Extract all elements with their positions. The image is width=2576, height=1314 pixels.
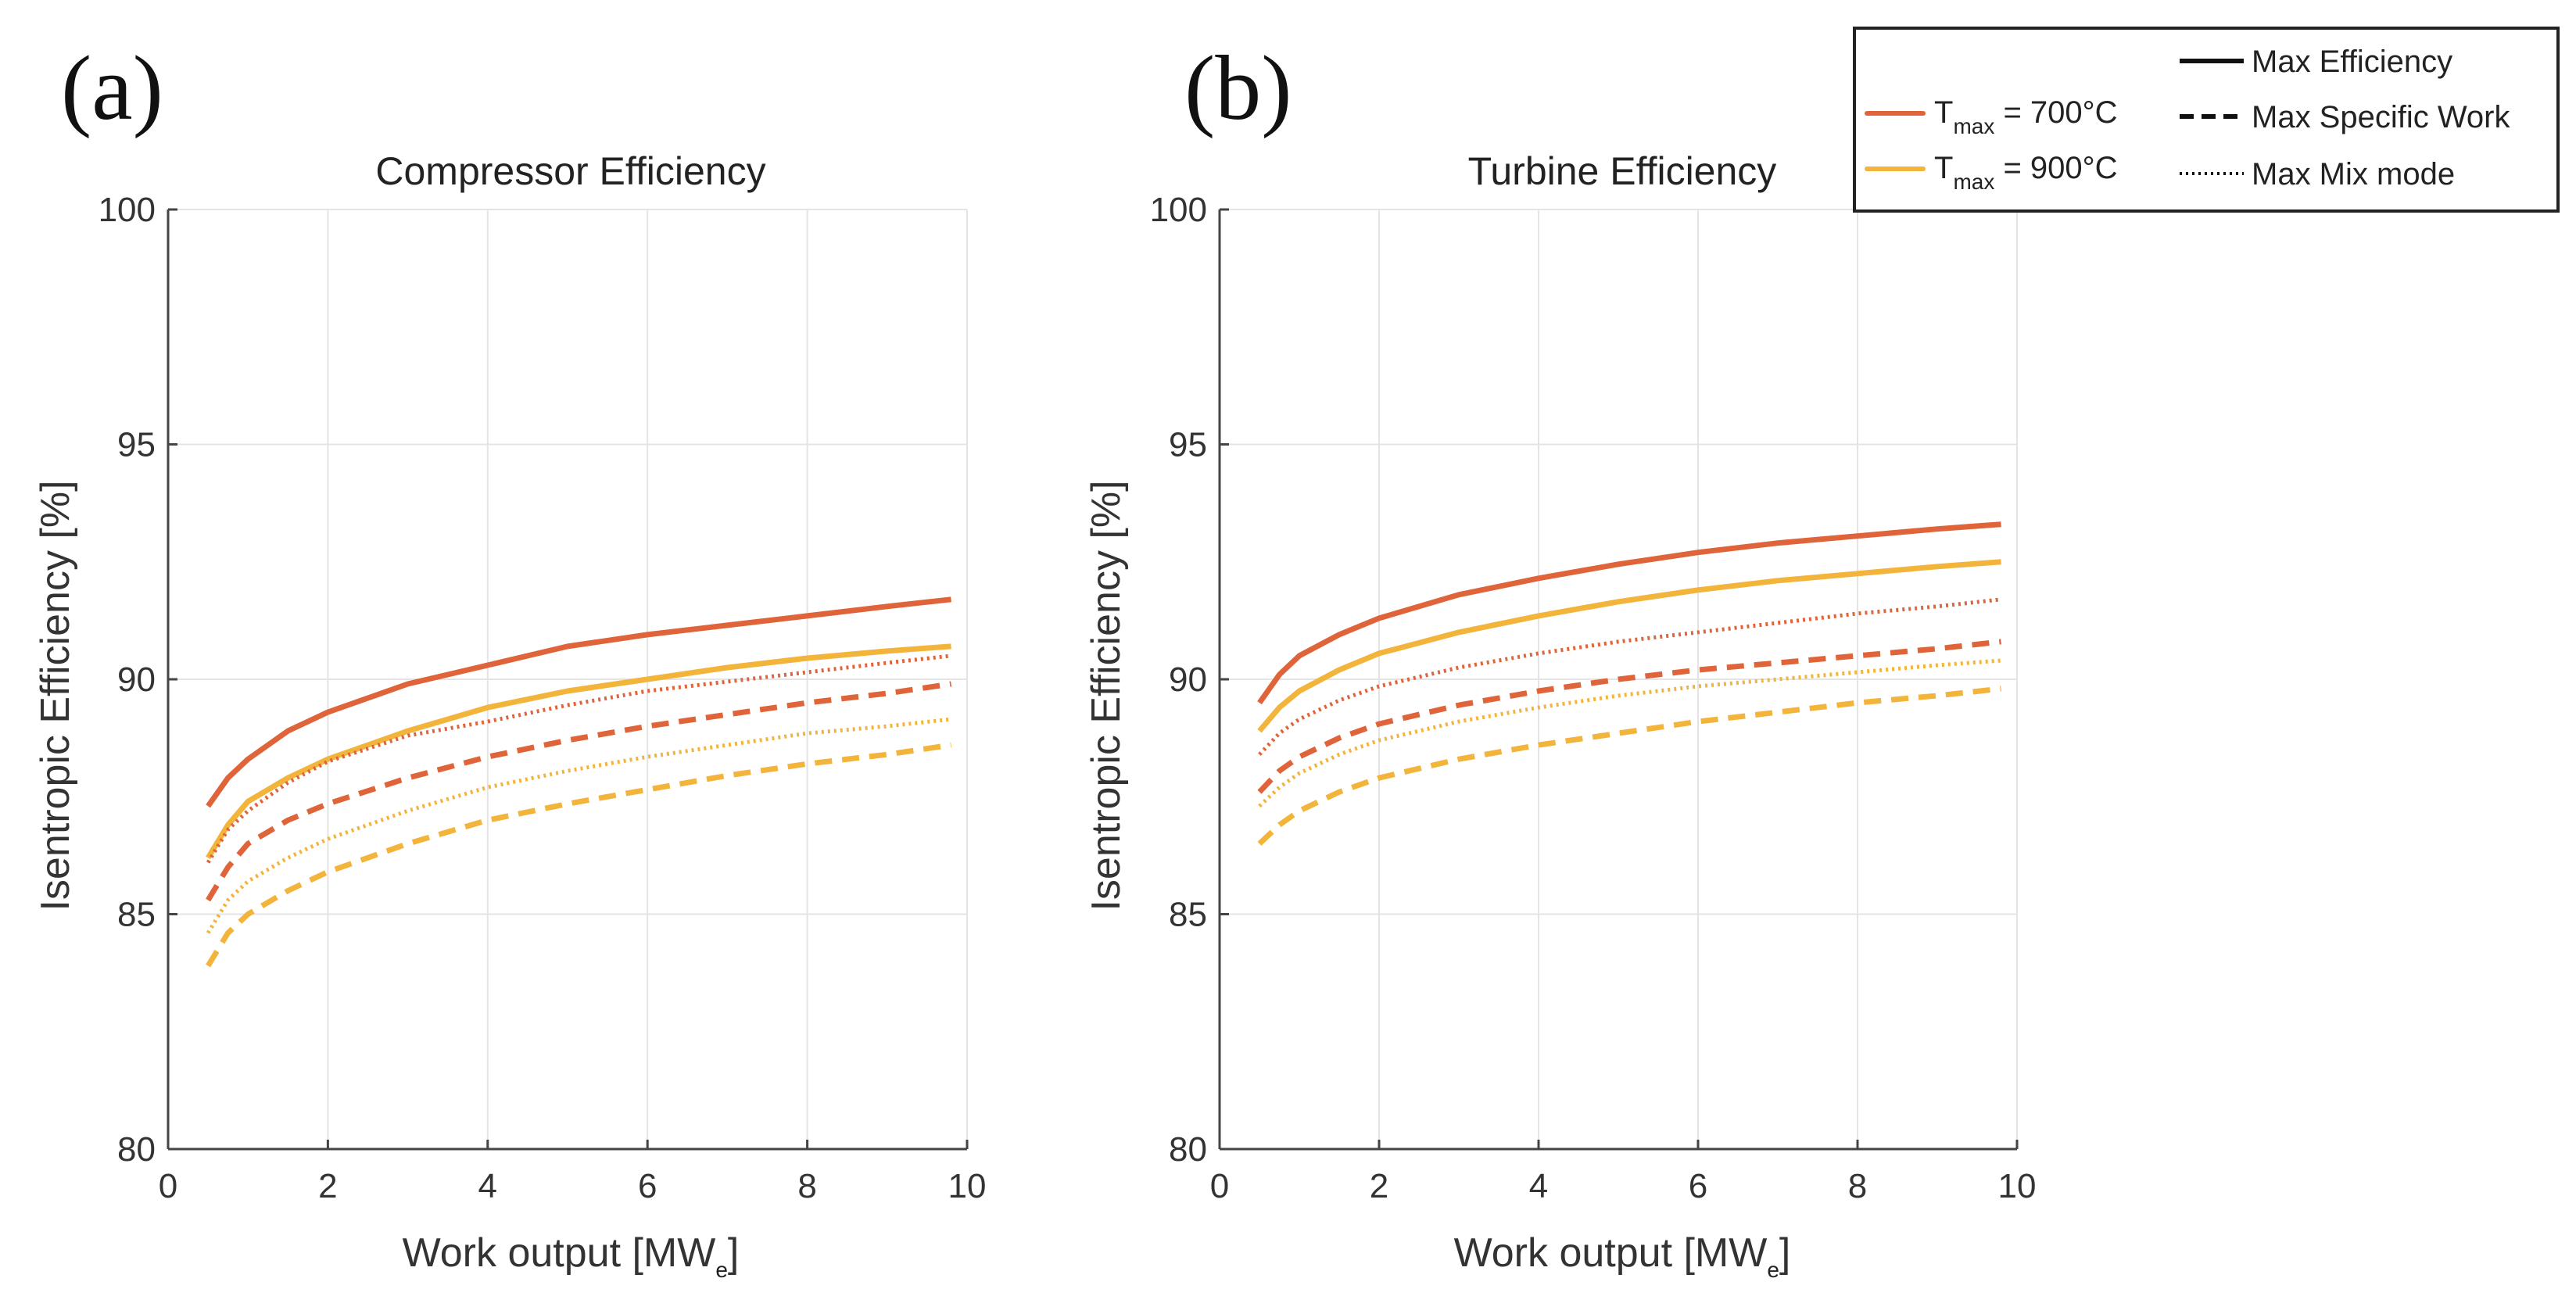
x-tick-label: 0	[1210, 1167, 1229, 1205]
panel-a-compressor: 0 2 4 6 8 10 80 85 90 95 100 (a) Compressor Effici…	[33, 37, 986, 1282]
chart-title: Turbine Efficiency	[1468, 149, 1777, 193]
panel-b-turbine: 0 2 4 6 8 10 80 85 90 95 100 (b) Turbine Efficienc…	[1084, 37, 2036, 1282]
legend-label-tmax-900: Tmax = 900°C	[1934, 151, 2118, 194]
legend: Tmax = 700°C Tmax = 900°C Max Efficiency…	[1853, 27, 2560, 213]
y-axis-label: Isentropic Efficiency [%]	[1084, 480, 1129, 911]
y-tick-label: 80	[117, 1130, 156, 1169]
y-tick-label: 90	[1169, 661, 1207, 699]
series-line-tmax-700-c-max-specific-work	[206, 681, 952, 902]
y-tick-label: 80	[1169, 1130, 1207, 1169]
panel-letter-a: (a)	[61, 37, 163, 139]
series-line-tmax-900-c-max-specific-work	[206, 742, 952, 968]
y-tick-label: 90	[117, 661, 156, 699]
series-line-tmax-900-c-max-specific-work	[1257, 686, 2001, 846]
y-tick-label: 100	[99, 191, 156, 229]
chart-title: Compressor Efficiency	[375, 149, 765, 193]
x-tick-label: 0	[159, 1167, 177, 1205]
x-tick-label: 8	[797, 1167, 816, 1205]
series-line-tmax-900-c-max-mix-mode	[206, 717, 951, 934]
x-axis-label: Work output [MWe]	[403, 1230, 740, 1282]
y-tick-label: 100	[1150, 191, 1207, 229]
series-lines	[1257, 521, 2001, 846]
legend-label-max-efficiency: Max Efficiency	[2252, 45, 2452, 79]
series-line-tmax-900-c-max-efficiency	[1257, 559, 2001, 733]
x-tick-label: 4	[1529, 1167, 1548, 1205]
series-line-tmax-700-c-max-specific-work	[1257, 639, 2001, 794]
x-tick-label: 8	[1848, 1167, 1867, 1205]
y-axis-label: Isentropic Efficiency [%]	[33, 480, 78, 911]
series-line-tmax-900-c-max-efficiency	[206, 643, 951, 860]
x-tick-label: 6	[1689, 1167, 1707, 1205]
y-tick-label: 95	[117, 426, 156, 464]
legend-label-max-specific-work: Max Specific Work	[2252, 100, 2510, 134]
y-tick-label: 85	[117, 896, 156, 934]
series-line-tmax-700-c-max-efficiency	[1257, 521, 2001, 705]
x-tick-label: 2	[318, 1167, 337, 1205]
legend-label-tmax-700: Tmax = 700°C	[1934, 95, 2118, 138]
series-lines	[206, 596, 952, 968]
x-tick-label: 10	[1998, 1167, 2037, 1205]
x-tick-label: 2	[1370, 1167, 1388, 1205]
x-axis-label: Work output [MWe]	[1454, 1230, 1791, 1282]
x-tick-label: 4	[478, 1167, 497, 1205]
series-line-tmax-900-c-max-mix-mode	[1258, 658, 2001, 808]
series-line-tmax-700-c-max-efficiency	[206, 596, 951, 808]
y-tick-label: 95	[1169, 426, 1207, 464]
legend-label-max-mix-mode: Max Mix mode	[2252, 157, 2455, 192]
axes: 0 2 4 6 8 10 80 85 90 95 100	[99, 191, 987, 1205]
x-tick-label: 6	[638, 1167, 657, 1205]
x-tick-label: 10	[948, 1167, 987, 1205]
panel-letter-b: (b)	[1184, 37, 1292, 139]
y-tick-label: 85	[1169, 896, 1207, 934]
